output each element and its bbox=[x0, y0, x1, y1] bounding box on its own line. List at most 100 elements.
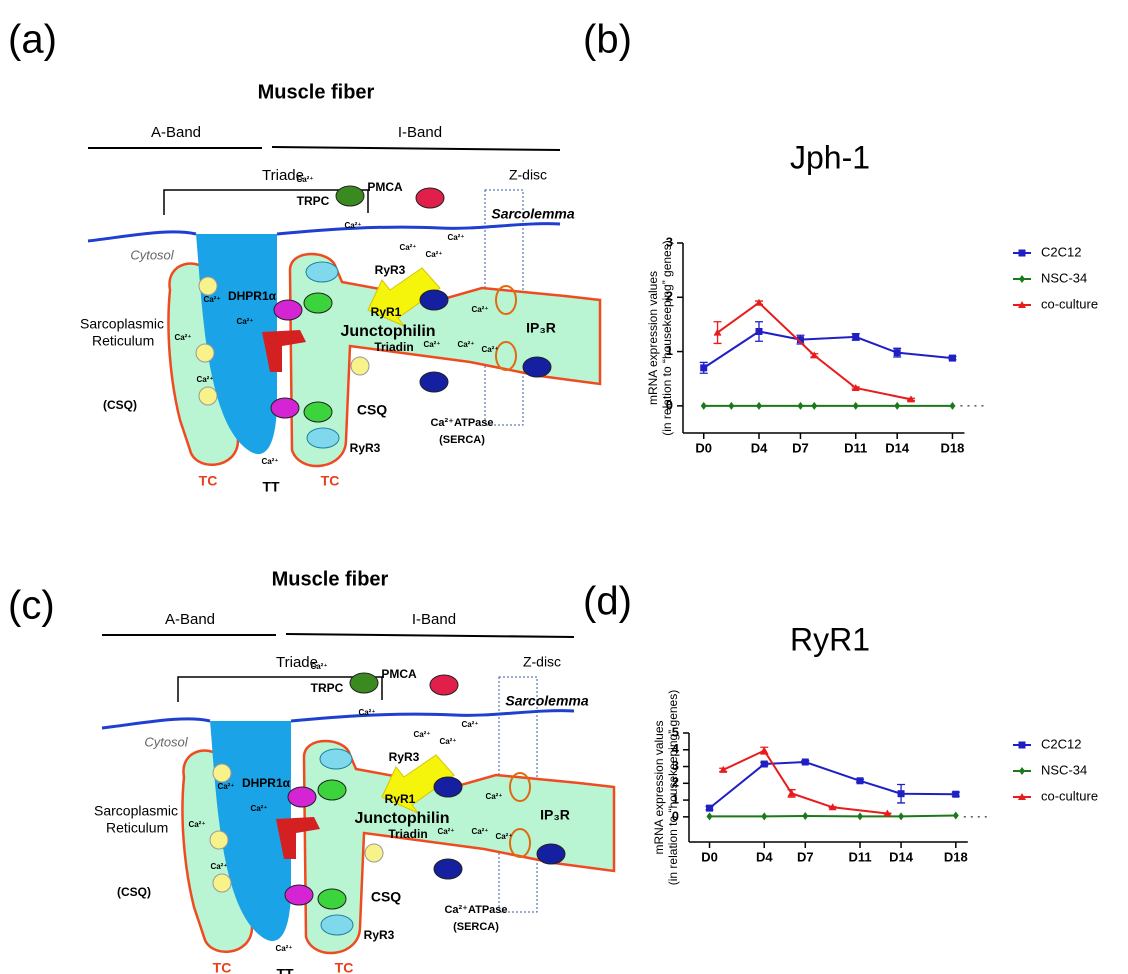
calcium-label: Ca²⁺ bbox=[413, 730, 430, 739]
diagram-label: I-Band bbox=[412, 611, 456, 628]
sr-right bbox=[288, 252, 602, 468]
y-tick-label: 0 bbox=[672, 808, 679, 823]
ip3r bbox=[495, 285, 517, 315]
protein bbox=[303, 401, 333, 423]
calcium-label: Ca²⁺ bbox=[461, 720, 478, 729]
protein bbox=[433, 858, 463, 880]
y-axis-label: (in relation to “housekeeping” genes) bbox=[666, 690, 680, 885]
diagram-label: Cytosol bbox=[144, 734, 188, 749]
y-tick-label: 2 bbox=[666, 289, 673, 304]
diagram-label: DHPR1α bbox=[242, 776, 291, 790]
calcium-label: Ca²⁺ bbox=[210, 862, 227, 871]
marker bbox=[857, 812, 864, 821]
csq-particle bbox=[209, 830, 229, 850]
calcium-label: Ca²⁺ bbox=[358, 708, 375, 717]
calcium-label: Ca²⁺ bbox=[447, 233, 464, 242]
diagram-label: RyR1 bbox=[385, 792, 416, 806]
diagram-label: (SERCA) bbox=[439, 434, 485, 446]
calcium-label: Ca²⁺ bbox=[344, 221, 361, 230]
y-tick-label: 1 bbox=[666, 343, 673, 358]
muscle-diagram: Muscle fiber A-Band I-Band Triade Z-disc Sarc… bbox=[94, 568, 616, 974]
marker bbox=[852, 401, 859, 410]
diagram-label: RyR1 bbox=[371, 305, 402, 319]
marker bbox=[907, 395, 915, 403]
marker bbox=[1019, 275, 1025, 283]
protein bbox=[317, 779, 347, 801]
marker bbox=[706, 804, 714, 812]
diagram-label: Reticulum bbox=[92, 333, 154, 349]
marker bbox=[1018, 249, 1026, 257]
marker bbox=[787, 789, 796, 797]
series-line bbox=[716, 301, 912, 401]
x-tick-label: D4 bbox=[756, 849, 773, 864]
csq-particle bbox=[212, 873, 232, 893]
panel-label: (b) bbox=[583, 18, 632, 62]
protein bbox=[433, 776, 463, 798]
marker bbox=[761, 812, 768, 821]
y-tick-label: 2 bbox=[672, 775, 679, 790]
marker bbox=[898, 812, 905, 821]
protein bbox=[284, 884, 314, 906]
marker bbox=[719, 765, 728, 773]
x-tick-label: D7 bbox=[792, 440, 809, 455]
legend-label: C2C12 bbox=[1041, 244, 1081, 259]
diagram-label: Ca²⁺ATPase bbox=[444, 904, 507, 916]
calcium-label: Ca²⁺ bbox=[174, 333, 191, 342]
legend-label: co-culture bbox=[1041, 296, 1098, 311]
marker bbox=[948, 354, 956, 362]
diagram-label: (CSQ) bbox=[103, 398, 137, 412]
sarcolemma bbox=[87, 222, 561, 243]
marker bbox=[756, 401, 762, 410]
marker bbox=[811, 401, 818, 410]
diagram-label: Muscle fiber bbox=[258, 81, 375, 103]
calcium-label: Ca²⁺ bbox=[457, 340, 474, 349]
diagram-label: Z-disc bbox=[523, 654, 561, 670]
chart-title: RyR1 bbox=[790, 621, 870, 657]
diagram-label: Sarcoplasmic bbox=[94, 803, 178, 819]
marker bbox=[796, 336, 804, 344]
band-line bbox=[271, 146, 561, 151]
triadin bbox=[276, 817, 320, 859]
calcium-label: Ca²⁺ bbox=[481, 345, 498, 354]
series-line bbox=[708, 761, 956, 809]
marker bbox=[1018, 301, 1026, 308]
x-tick-label: D11 bbox=[848, 849, 871, 864]
series-line bbox=[703, 330, 953, 369]
diagram-label: IP₃R bbox=[540, 807, 570, 823]
diagram-label: Z-disc bbox=[509, 167, 547, 183]
diagram-label: Junctophilin bbox=[340, 323, 435, 340]
marker bbox=[810, 351, 819, 359]
marker bbox=[801, 758, 809, 766]
marker bbox=[883, 809, 892, 817]
calcium-label: Ca²⁺ bbox=[188, 820, 205, 829]
marker bbox=[1018, 793, 1026, 800]
ryr3 bbox=[306, 427, 340, 449]
csq-particle bbox=[350, 356, 370, 376]
calcium-label: Ca²⁺ bbox=[296, 175, 313, 184]
legend-label: C2C12 bbox=[1041, 736, 1081, 751]
y-tick-label: 0 bbox=[666, 397, 673, 412]
protein bbox=[317, 888, 347, 910]
diagram-label: I-Band bbox=[398, 124, 442, 141]
diagram-label: TC bbox=[335, 960, 354, 974]
csq-particle bbox=[364, 843, 384, 863]
y-tick-label: 3 bbox=[672, 758, 679, 773]
diagram-label: TT bbox=[262, 479, 280, 495]
ryr3 bbox=[320, 914, 354, 936]
diagram-label: IP₃R bbox=[526, 320, 556, 336]
diagram-label: TRPC bbox=[311, 681, 344, 695]
panel-label: (a) bbox=[8, 18, 57, 62]
marker bbox=[700, 401, 707, 410]
marker bbox=[802, 812, 809, 821]
marker bbox=[952, 790, 960, 798]
marker bbox=[828, 803, 837, 811]
calcium-label: Ca²⁺ bbox=[485, 792, 502, 801]
y-axis-label: (in relation to “housekeeping” genes) bbox=[660, 240, 674, 435]
marker bbox=[949, 401, 956, 410]
ip3r bbox=[495, 341, 517, 371]
marker bbox=[851, 383, 860, 391]
ryr3 bbox=[305, 261, 339, 283]
x-tick-label: D4 bbox=[751, 440, 768, 455]
x-tick-label: D18 bbox=[944, 849, 968, 864]
marker bbox=[1019, 767, 1025, 775]
